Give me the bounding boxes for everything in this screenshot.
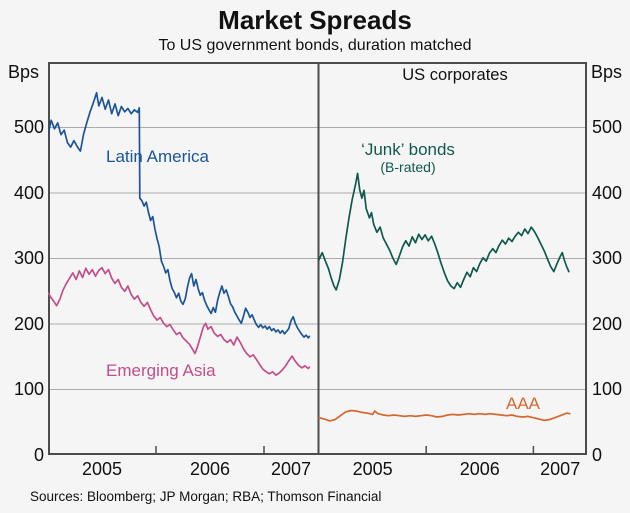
plot-area: Latin America Emerging Asia US corporate… xyxy=(48,62,587,455)
y-tick-label-right-200: 200 xyxy=(592,313,623,334)
y-tick-label-left-300: 300 xyxy=(13,248,44,268)
y-tick-label-left-400: 400 xyxy=(13,182,44,203)
y-tick-label-right-100: 100 xyxy=(592,379,623,399)
x-year-label-right-2006: 2006 xyxy=(459,459,500,479)
y-axis-unit-left: Bps xyxy=(8,62,40,82)
series-line-emerging-asia xyxy=(48,266,311,376)
chart-title: Market Spreads xyxy=(218,5,412,35)
y-tick-label-left-500: 500 xyxy=(13,117,44,137)
x-year-label-right-2007: 2007 xyxy=(540,459,581,479)
series-line-latin-america xyxy=(48,91,311,339)
x-year-label-left-2006: 2006 xyxy=(189,459,231,479)
sources-note: Sources: Bloomberg; JP Morgan; RBA; Thom… xyxy=(30,489,382,504)
panel-heading-us-corporates: US corporates xyxy=(402,66,508,84)
chart-subtitle: To US government bonds, duration matched xyxy=(158,37,472,54)
x-year-label-left-2007: 2007 xyxy=(270,459,312,479)
x-year-label-left-2005: 2005 xyxy=(81,459,123,479)
y-tick-label-left-100: 100 xyxy=(13,379,44,399)
y-tick-label-right-300: 300 xyxy=(592,248,623,268)
y-tick-label-left-200: 200 xyxy=(13,313,44,334)
chart-canvas xyxy=(48,62,587,455)
series-label-junk-bonds-name: ‘Junk’ bonds xyxy=(361,140,455,159)
series-label-latin-america: Latin America xyxy=(106,147,209,166)
series-label-aaa: AAA xyxy=(506,394,541,413)
y-tick-label-right-0: 0 xyxy=(592,444,603,465)
y-tick-label-left-0: 0 xyxy=(33,444,44,465)
x-year-label-right-2005: 2005 xyxy=(352,459,393,479)
y-tick-label-right-500: 500 xyxy=(592,117,623,137)
series-label-emerging-asia: Emerging Asia xyxy=(106,361,216,380)
series-line--junk-bonds xyxy=(318,172,570,291)
series-label-junk-bonds: ‘Junk’ bonds (B-rated) xyxy=(328,140,488,175)
y-tick-label-right-400: 400 xyxy=(592,182,623,203)
series-line-aaa xyxy=(318,409,571,422)
y-axis-unit-right: Bps xyxy=(591,62,623,82)
series-label-junk-bonds-rating: (B-rated) xyxy=(380,158,436,175)
